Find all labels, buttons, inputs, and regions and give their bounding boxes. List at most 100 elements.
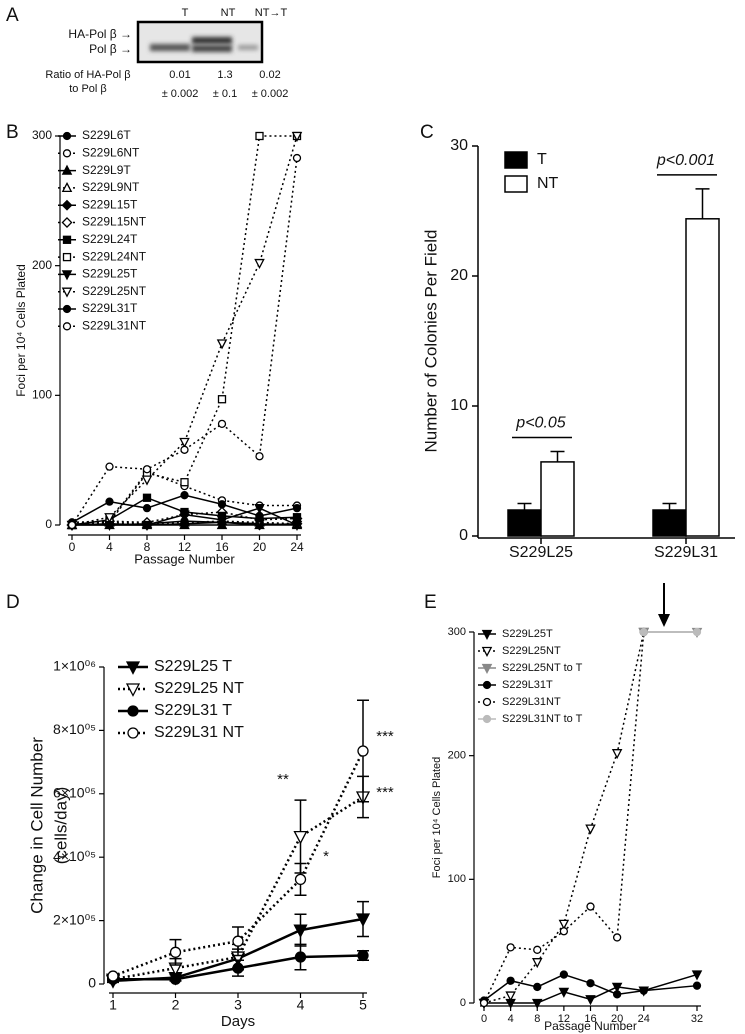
y-tick-label: 100 <box>32 388 52 402</box>
blot-image <box>136 20 264 64</box>
legend-label: S229L15NT <box>82 215 147 229</box>
x-axis-label: Passage Number <box>134 551 235 566</box>
legend-marker <box>482 697 492 707</box>
y-tick-label: 300 <box>448 626 466 638</box>
panel-label: B <box>6 122 19 143</box>
legend-marker <box>62 149 72 158</box>
x-tick-label: 1 <box>109 997 117 1013</box>
y-tick-label: 200 <box>448 750 466 762</box>
band-label: HA-Pol β → <box>68 27 132 41</box>
x-tick-label: 8 <box>144 540 151 554</box>
legend-marker <box>481 663 493 674</box>
y-axis-label: Change in Cell Number <box>27 737 46 914</box>
point <box>255 452 264 461</box>
x-tick-label: 24 <box>290 540 304 554</box>
legend-swatch <box>504 151 528 169</box>
point <box>291 520 303 531</box>
point <box>585 824 596 835</box>
legend-marker <box>61 164 73 175</box>
point <box>142 503 152 513</box>
series-line <box>484 973 698 1004</box>
legend-marker <box>125 661 141 675</box>
y-tick-label: 20 <box>450 267 468 284</box>
point <box>292 153 302 163</box>
point <box>142 465 152 474</box>
x-tick-label: 12 <box>178 540 192 554</box>
ratio-value: 0.02 <box>259 69 280 81</box>
lane-label: T <box>182 7 189 19</box>
point <box>559 927 569 936</box>
y-tick-label: 8×10⁰⁵ <box>53 721 96 737</box>
x-axis-label: Days <box>221 1013 255 1030</box>
ratio-error: ± 0.1 <box>213 88 237 100</box>
error-bar <box>695 188 710 219</box>
x-tick-label: 4 <box>508 1013 514 1025</box>
legend-label: S229L9T <box>82 163 131 177</box>
x-tick-label: 2 <box>172 997 180 1013</box>
legend-marker <box>481 629 493 640</box>
band-label: Pol β → <box>89 42 132 56</box>
lane-label: NT <box>221 7 236 19</box>
legend-label: S229L25 T <box>154 658 232 675</box>
legend-label: S229L31NT to T <box>502 713 583 725</box>
legend-marker <box>482 714 492 724</box>
x-tick-label: S229L31 <box>654 544 718 561</box>
point <box>611 749 623 760</box>
legend-marker <box>127 727 139 739</box>
legend-label: S229L25T <box>502 628 553 640</box>
point <box>232 962 244 974</box>
point <box>355 913 371 927</box>
point <box>179 437 190 448</box>
ratio-value: 1.3 <box>217 69 232 81</box>
point <box>558 919 570 930</box>
legend-label: NT <box>537 175 559 192</box>
point <box>169 946 182 958</box>
ratio-error: ± 0.002 <box>252 88 289 100</box>
legend-label: S229L31T <box>502 679 553 691</box>
point <box>612 933 622 942</box>
point <box>531 998 543 1009</box>
point <box>357 745 369 757</box>
point <box>179 510 190 521</box>
point <box>292 503 302 513</box>
y-tick-label: 1×10⁰⁶ <box>53 658 96 674</box>
ratio-value: 0.01 <box>169 69 190 81</box>
point <box>216 515 228 526</box>
point <box>559 970 569 979</box>
y-tick-label: 4×10⁰⁵ <box>53 848 96 864</box>
point <box>169 973 182 985</box>
y-tick-label: 0 <box>88 975 96 991</box>
x-tick-label: 5 <box>359 997 367 1013</box>
legend-marker <box>62 235 72 244</box>
annotation: p<0.05 <box>515 415 565 432</box>
y-axis-label: (cells/day) <box>51 787 70 864</box>
point <box>217 419 227 429</box>
point <box>692 981 702 990</box>
legend-label: S229L31NT <box>82 318 147 332</box>
x-tick-label: 8 <box>534 1013 540 1025</box>
series-line <box>71 157 298 526</box>
legend-label: S229L31NT <box>502 696 561 708</box>
point <box>691 970 703 981</box>
point <box>357 949 369 962</box>
legend-label: S229L9NT <box>82 180 140 194</box>
point <box>533 982 542 992</box>
legend-marker <box>482 680 492 690</box>
y-tick-label: 200 <box>32 258 52 272</box>
legend-marker <box>125 683 141 697</box>
legend-label: S229L24NT <box>82 249 147 263</box>
y-tick-label: 2×10⁰⁵ <box>53 911 96 927</box>
annotation: p<0.001 <box>656 152 715 169</box>
legend-label: S229L25NT to T <box>502 662 583 674</box>
point <box>217 395 227 404</box>
legend-swatch <box>504 175 528 193</box>
point <box>558 987 570 998</box>
series-line <box>483 973 698 1002</box>
bar <box>540 461 575 537</box>
x-tick-label: 12 <box>558 1013 570 1025</box>
panel-label: E <box>424 592 437 613</box>
y-axis-label: Foci per 10⁴ Cells Plated <box>14 264 28 397</box>
point <box>179 518 190 530</box>
